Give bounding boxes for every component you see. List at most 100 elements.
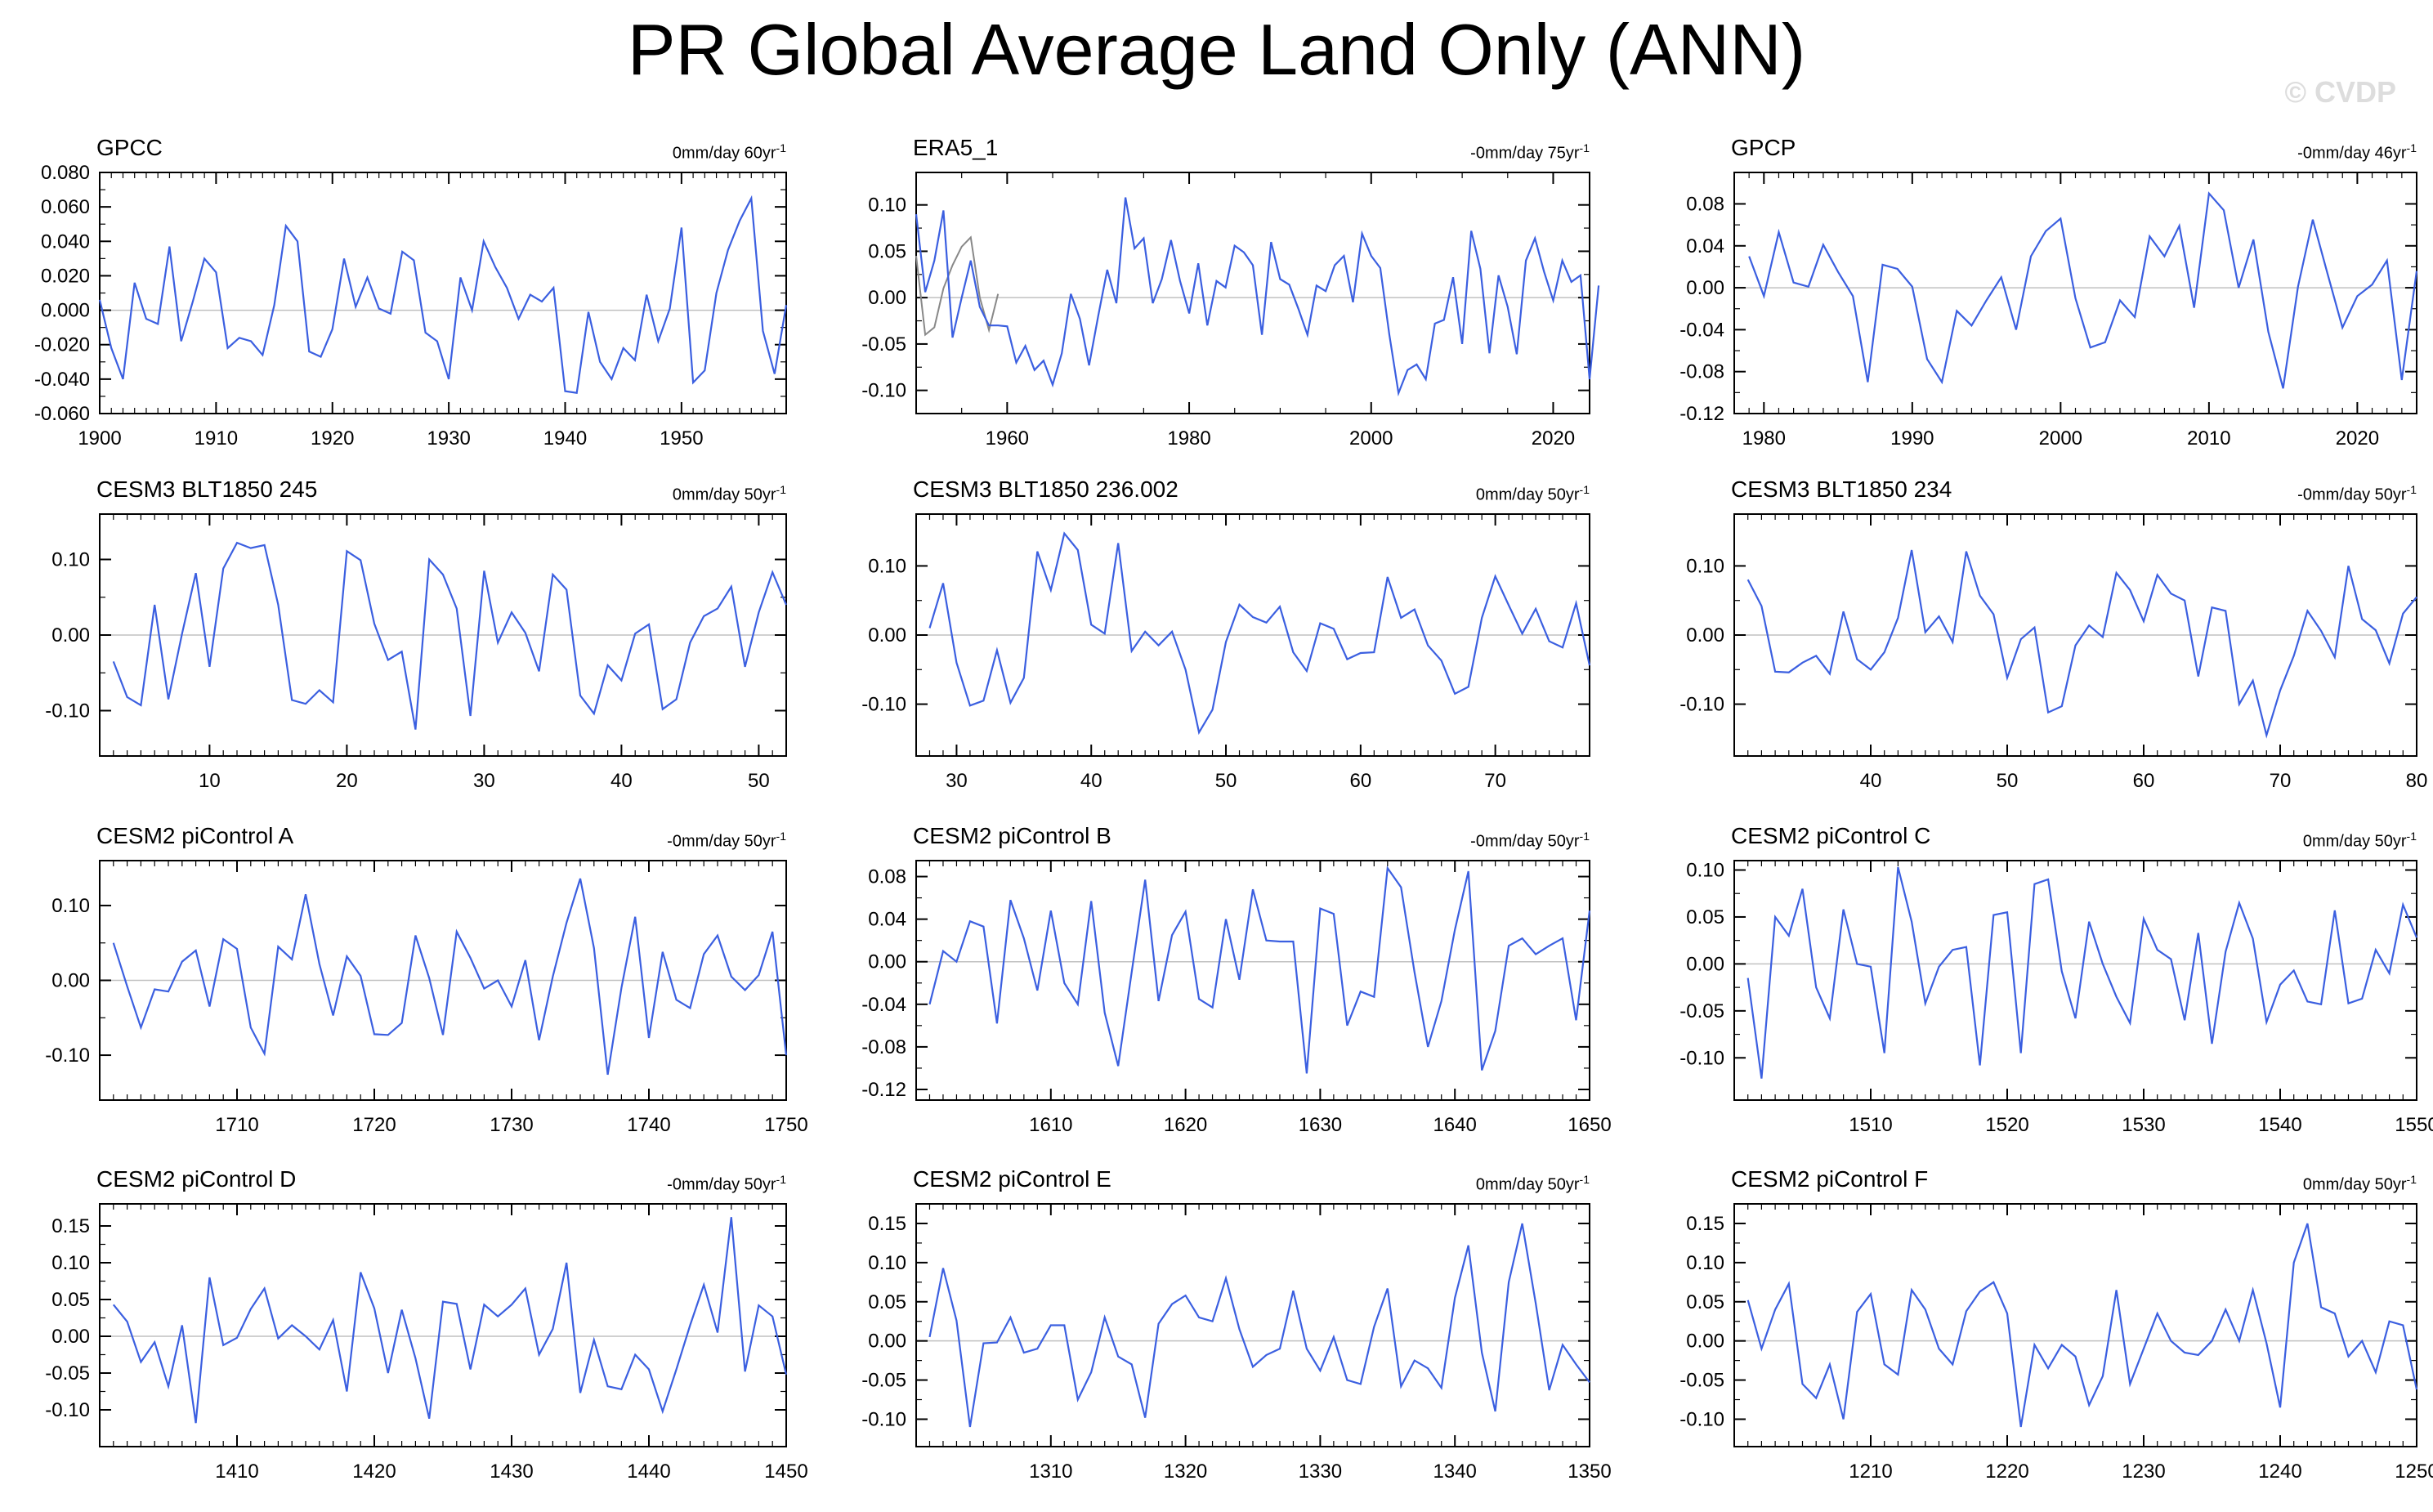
y-tick-label: 0.00 (1686, 624, 1724, 646)
y-tick-label: 0.05 (868, 1291, 906, 1313)
x-tick-label: 1720 (352, 1114, 396, 1136)
plot-frame (1733, 172, 2417, 414)
figure-title: PR Global Average Land Only (ANN) (627, 9, 1806, 90)
y-tick-label: 0.10 (51, 549, 90, 571)
y-tick-label: 0.15 (51, 1215, 90, 1237)
chart-panel-cesm2-picontrol-e: 1310 1320 1330 1340 1350 -0.10 -0.05 0.00 0.05 0.… (861, 1203, 1612, 1483)
y-tick-label: 0.05 (868, 240, 906, 262)
y-tick-label: -0.04 (1679, 319, 1724, 341)
panel-title-gpcp: GPCP (1731, 135, 1796, 160)
y-tick-label: 0.00 (868, 951, 906, 973)
y-tick-label: 0.10 (868, 1252, 906, 1274)
x-tick-label: 1910 (195, 427, 238, 450)
x-tick-label: 50 (748, 770, 770, 792)
overlay-series-line (915, 235, 1000, 337)
chart-panel-gpcp: 1980 1990 2000 2010 2020 -0.12 -0.08 -0.04 0.00 0… (1679, 172, 2418, 450)
x-tick-label: 10 (199, 770, 221, 792)
y-tick-label: 0.10 (1686, 1252, 1724, 1274)
x-tick-label: 1310 (1029, 1461, 1072, 1483)
x-tick-label: 1650 (1568, 1114, 1611, 1136)
series-line-gpcp (1748, 191, 2418, 389)
cvdp-watermark: © CVDP (2284, 75, 2396, 109)
y-tick-label: -0.10 (1679, 1047, 1724, 1069)
x-tick-label: 1420 (352, 1461, 396, 1483)
y-tick-label: 0.08 (1686, 193, 1724, 215)
x-tick-label: 30 (473, 770, 495, 792)
y-tick-label: -0.08 (1679, 361, 1724, 383)
y-tick-label: 0.10 (868, 555, 906, 577)
x-tick-label: 1430 (490, 1461, 533, 1483)
plot-frame (1733, 1203, 2417, 1447)
chart-panel-cesm2-picontrol-c: 1510 1520 1530 1540 1550 -0.10 -0.05 0.00 0.05 0.… (1679, 859, 2433, 1136)
x-tick-label: 1240 (2258, 1461, 2301, 1483)
y-tick-label: 0.00 (868, 624, 906, 646)
x-tick-label: 70 (1484, 770, 1506, 792)
panel-title-gpcc: GPCC (96, 135, 163, 160)
y-tick-label: 0.00 (868, 1331, 906, 1353)
x-tick-label: 2010 (2187, 427, 2230, 450)
y-tick-label: 0.10 (868, 195, 906, 217)
x-tick-label: 2000 (2039, 427, 2082, 450)
x-tick-label: 20 (336, 770, 358, 792)
trend-label-cesm2-picontrol-d: -0mm/day 50yr-1 (667, 1173, 786, 1194)
panel-title-cesm2-picontrol-b: CESM2 piControl B (913, 823, 1111, 848)
trend-label-era5-1: -0mm/day 75yr-1 (1470, 141, 1590, 163)
chart-panel-cesm3-blt1850-236-002: 30 40 50 60 70 -0.10 0.00 0.10 (861, 513, 1591, 792)
x-tick-label: 60 (1349, 770, 1371, 792)
y-tick-label: 0.00 (51, 1326, 90, 1348)
y-tick-label: -0.10 (1679, 694, 1724, 716)
y-tick-label: -0.05 (861, 1370, 906, 1392)
x-tick-label: 60 (2133, 770, 2155, 792)
panel-title-cesm2-picontrol-c: CESM2 piControl C (1731, 823, 1931, 848)
y-tick-label: 0.08 (868, 866, 906, 888)
y-tick-label: -0.10 (45, 1399, 90, 1421)
y-tick-label: -0.12 (861, 1079, 906, 1101)
y-tick-label: 0.05 (1686, 1291, 1724, 1313)
y-tick-label: -0.10 (45, 700, 90, 722)
y-tick-label: 0.060 (41, 196, 90, 218)
x-tick-label: 1950 (660, 427, 703, 450)
panel-title-cesm2-picontrol-d: CESM2 piControl D (96, 1166, 297, 1192)
panel-title-cesm3-blt1850-245: CESM3 BLT1850 245 (96, 476, 318, 502)
trend-label-cesm3-blt1850-234: -0mm/day 50yr-1 (2297, 483, 2417, 504)
series-line-cesm2-picontrol-b (928, 866, 1591, 1074)
x-tick-label: 1990 (1890, 427, 1934, 450)
x-tick-label: 1340 (1433, 1461, 1477, 1483)
y-tick-label: -0.05 (1679, 1000, 1724, 1022)
series-line-era5-1 (915, 197, 1600, 397)
x-tick-label: 1230 (2122, 1461, 2165, 1483)
y-tick-label: 0.040 (41, 230, 90, 253)
x-tick-label: 1320 (1164, 1461, 1207, 1483)
x-tick-label: 1210 (1849, 1461, 1892, 1483)
y-tick-label: 0.15 (1686, 1213, 1724, 1235)
x-tick-label: 1610 (1029, 1114, 1072, 1136)
panel-title-era5-1: ERA5_1 (913, 135, 999, 160)
y-tick-label: 0.05 (1686, 906, 1724, 928)
series-line-cesm2-picontrol-a (112, 878, 788, 1076)
series-line-gpcc (98, 195, 788, 394)
y-tick-label: -0.10 (861, 1408, 906, 1430)
y-tick-label: 0.00 (868, 287, 906, 309)
trend-label-cesm2-picontrol-a: -0mm/day 50yr-1 (667, 830, 786, 851)
chart-panel-cesm2-picontrol-b: 1610 1620 1630 1640 1650 -0.12 -0.08 -0.04 0.00 0… (861, 860, 1612, 1136)
y-tick-label: -0.10 (1679, 1408, 1724, 1430)
x-tick-label: 1440 (627, 1461, 670, 1483)
trend-label-gpcc: 0mm/day 60yr-1 (672, 141, 786, 163)
x-tick-label: 2020 (1532, 427, 1575, 450)
y-tick-label: -0.05 (1679, 1370, 1724, 1392)
panel-title-cesm3-blt1850-234: CESM3 BLT1850 234 (1731, 476, 1952, 502)
x-tick-label: 1940 (543, 427, 587, 450)
x-tick-label: 40 (1080, 770, 1102, 792)
series-line-cesm3-blt1850-236-002 (928, 531, 1591, 736)
x-tick-label: 1960 (986, 427, 1029, 450)
x-tick-label: 1900 (78, 427, 121, 450)
y-tick-label: -0.10 (861, 694, 906, 716)
x-tick-label: 1980 (1742, 427, 1786, 450)
y-tick-label: 0.05 (51, 1289, 90, 1311)
y-tick-label: 0.15 (868, 1213, 906, 1235)
chart-panel-cesm3-blt1850-234: 40 50 60 70 80 -0.10 0.00 0.10 (1679, 513, 2427, 792)
x-tick-label: 1730 (490, 1114, 533, 1136)
y-tick-label: 0.000 (41, 300, 90, 322)
x-tick-label: 1550 (2395, 1114, 2433, 1136)
x-tick-label: 1620 (1164, 1114, 1207, 1136)
